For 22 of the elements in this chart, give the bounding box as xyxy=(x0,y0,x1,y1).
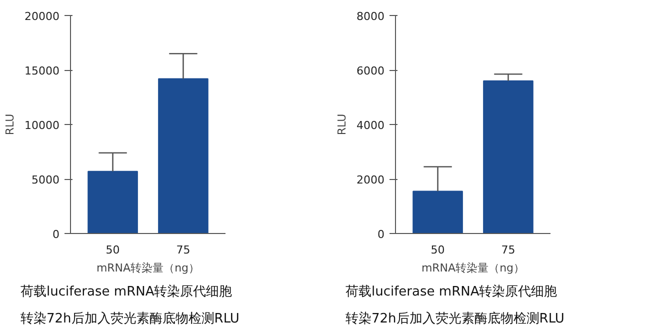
x-tick-label: 50 xyxy=(430,244,445,256)
y-tick-label: 5000 xyxy=(32,174,60,186)
y-axis-title: RLU xyxy=(4,114,17,136)
y-tick-label: 10000 xyxy=(24,119,60,132)
y-tick-label: 0 xyxy=(52,228,60,241)
text: 转染72h后加入荧光素酶底物检测RLU xyxy=(346,312,564,326)
y-tick-label: 2000 xyxy=(356,174,385,186)
text: 转染72h后加入荧光素酶底物检测RLU xyxy=(20,312,240,326)
y-tick-label: 4000 xyxy=(356,119,385,132)
text: 荷载luciferase mRNA转染原代细胞 xyxy=(346,284,558,300)
y-tick-label: 20000 xyxy=(24,10,60,23)
x-tick-label: 50 xyxy=(106,244,120,256)
y-tick-label: 0 xyxy=(378,228,384,241)
x-axis-title: mRNA转染量（ng） xyxy=(96,262,200,274)
y-tick-label: 15000 xyxy=(24,64,60,78)
y-tick-label: 8000 xyxy=(356,10,385,23)
text: 荷载luciferase mRNA转染原代细胞 xyxy=(20,284,232,300)
y-axis-title: RLU xyxy=(336,114,349,136)
y-tick-label: 6000 xyxy=(356,64,385,78)
x-tick-label: 75 xyxy=(501,244,516,256)
x-axis-title: mRNA转染量（ng） xyxy=(421,262,525,274)
x-tick-label: 75 xyxy=(176,244,190,256)
